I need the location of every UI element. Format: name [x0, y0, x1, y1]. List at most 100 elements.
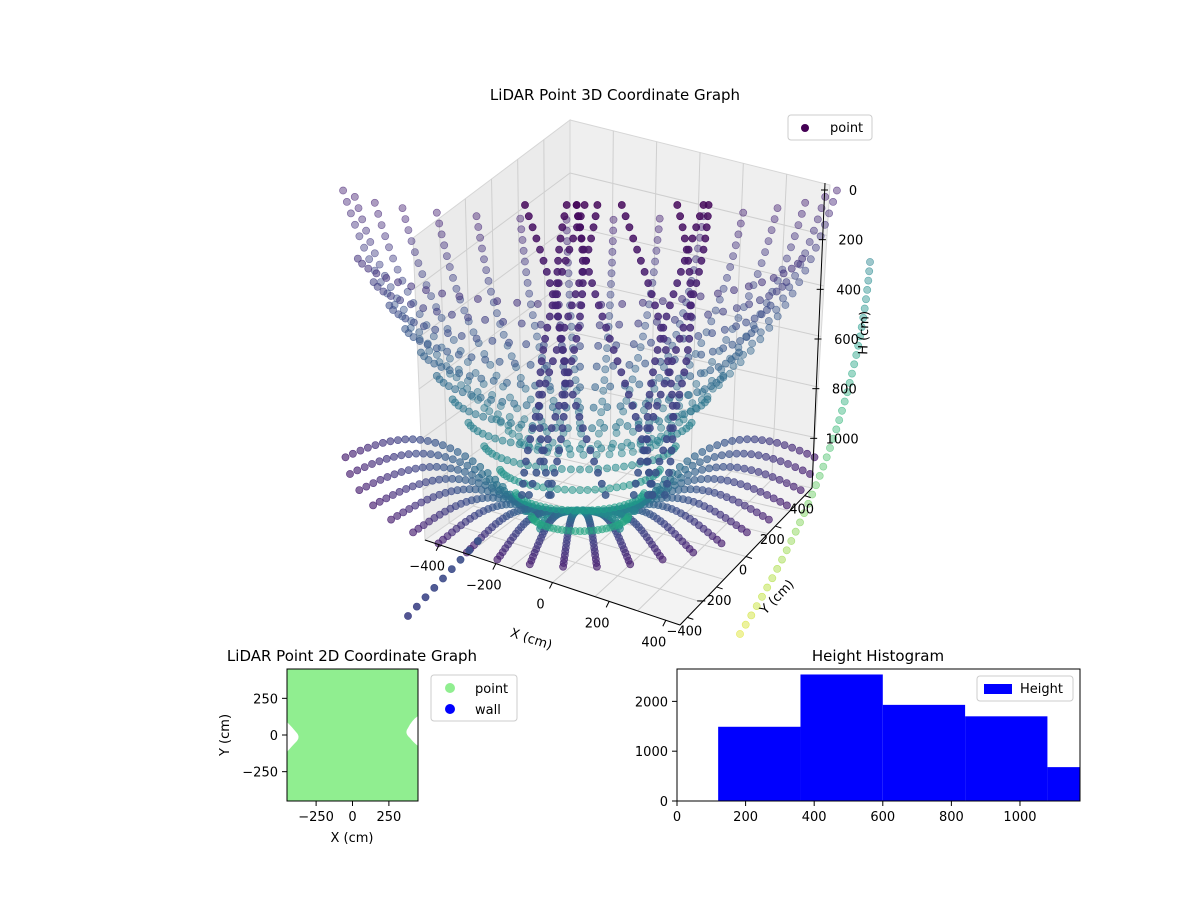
x-tick-label-hist: 800	[939, 810, 964, 825]
lidar-point	[675, 390, 684, 399]
lidar-point	[382, 494, 391, 503]
lidar-point	[545, 312, 554, 321]
lidar-point	[683, 457, 692, 466]
lidar-point	[801, 266, 810, 275]
lidar-point	[651, 257, 659, 266]
lidar-point	[525, 491, 533, 499]
lidar-point	[810, 453, 819, 462]
lidar-point	[636, 343, 645, 352]
lidar-point	[701, 234, 710, 243]
lidar-point	[680, 234, 689, 243]
lidar-point	[697, 339, 706, 347]
lidar-point	[628, 375, 637, 384]
lidar-point	[469, 328, 478, 337]
lidar-point	[382, 454, 391, 463]
lidar-point	[826, 444, 834, 452]
lidar-point	[467, 391, 476, 399]
lidar-point	[704, 310, 712, 319]
lidar-point	[555, 401, 563, 410]
z-axis-line	[811, 182, 826, 489]
lidar-point	[710, 453, 719, 461]
lidar-point	[454, 475, 463, 484]
lidar-point	[399, 508, 408, 517]
lidar-point	[719, 307, 727, 316]
lidar-point	[519, 246, 528, 255]
y-tick-label-3d: 200	[760, 533, 785, 548]
lidar-point	[705, 464, 714, 473]
lidar-point	[541, 334, 549, 343]
lidar-point	[686, 372, 695, 380]
lidar-point	[621, 379, 629, 388]
lidar-point	[603, 403, 612, 411]
lidar-point	[694, 332, 703, 340]
lidar-point	[617, 201, 626, 209]
legend-marker-height	[984, 684, 1012, 694]
lidar-point	[808, 490, 817, 499]
lidar-point	[545, 368, 554, 377]
lidar-point	[522, 268, 531, 277]
lidar-point	[582, 435, 591, 444]
lidar-point	[499, 330, 508, 339]
y-tick-3d	[716, 586, 723, 590]
lidar-point	[397, 451, 406, 460]
lidar-point	[431, 325, 440, 334]
lidar-point	[804, 499, 813, 508]
lidar-point	[438, 441, 447, 450]
lidar-point	[737, 524, 746, 533]
lidar-point	[696, 292, 705, 301]
lidar-point	[435, 219, 444, 228]
x-ticks-2d: −250 0 250	[298, 801, 401, 825]
lidar-point	[429, 332, 438, 341]
lidar-point	[394, 310, 403, 319]
lidar-point	[854, 341, 863, 350]
lidar-point	[647, 379, 655, 388]
lidar-point	[452, 284, 461, 293]
lidar-point	[762, 452, 770, 461]
lidar-point	[457, 332, 466, 340]
lidar-point	[598, 397, 607, 406]
lidar-point	[719, 284, 728, 293]
lidar-point	[761, 248, 769, 256]
lidar-point	[850, 360, 859, 369]
lidar-point	[365, 255, 374, 264]
lidar-point	[744, 282, 753, 291]
lidar-point	[390, 470, 399, 479]
lidar-point	[666, 301, 674, 310]
lidar-point	[446, 444, 455, 453]
lidar-point	[617, 449, 626, 458]
lidar-point	[401, 215, 410, 223]
lidar-point	[756, 335, 765, 344]
lidar-point	[555, 245, 563, 254]
lidar-point	[678, 223, 687, 232]
y-tick-3d	[775, 525, 782, 529]
lidar-point	[591, 383, 600, 391]
lidar-point	[422, 286, 430, 294]
y-tick-3d	[687, 616, 694, 620]
lidar-point	[765, 323, 774, 332]
lidar-point	[602, 323, 610, 332]
lidar-point	[560, 357, 569, 366]
lidar-point	[421, 478, 430, 487]
lidar-point	[796, 486, 805, 494]
lidar-point	[576, 312, 584, 321]
lidar-point	[428, 476, 437, 485]
histogram-bars	[718, 674, 1080, 801]
lidar-point	[386, 437, 395, 446]
lidar-point	[673, 279, 682, 287]
lidar-point	[544, 435, 552, 444]
lidar-point	[395, 487, 404, 496]
lidar-point	[455, 369, 464, 378]
lidar-point	[669, 412, 678, 421]
lidar-point	[697, 475, 705, 484]
lidar-point	[629, 340, 638, 349]
lidar-point	[468, 477, 476, 486]
lidar-point	[758, 512, 767, 520]
lidar-point	[764, 237, 773, 245]
lidar-point	[819, 462, 828, 471]
lidar-point	[619, 482, 628, 491]
lidar-point	[486, 360, 495, 369]
lidar-point	[578, 290, 587, 299]
lidar-point	[460, 468, 469, 476]
lidar-point	[763, 491, 771, 499]
lidar-point	[542, 468, 550, 477]
